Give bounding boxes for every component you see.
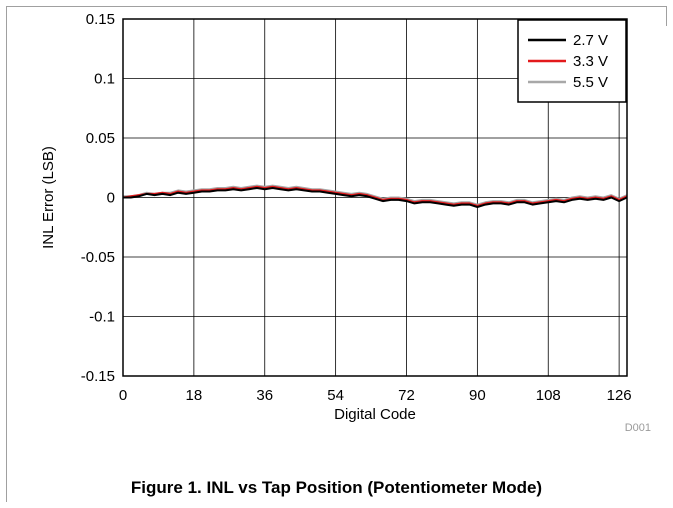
- legend-label: 5.5 V: [573, 74, 608, 91]
- figure-frame-top: [6, 6, 667, 7]
- plot-border: [122, 18, 628, 377]
- series-lines: [122, 184, 628, 208]
- y-tick-label: 0.05: [86, 130, 115, 147]
- x-tick-label: 36: [256, 387, 273, 404]
- legend-label: 3.3 V: [573, 53, 608, 70]
- y-tick-label: 0.15: [86, 11, 115, 28]
- figure-caption: Figure 1. INL vs Tap Position (Potentiom…: [130, 478, 543, 497]
- x-tick-label: 54: [327, 387, 344, 404]
- x-tick-label: 72: [398, 387, 415, 404]
- inl-chart: -0.15 -0.1 -0.05 0 0.05 0.1 0.15 0 18 36 54 72 90 10…: [40, 11, 651, 434]
- y-tick-label: -0.1: [89, 309, 115, 326]
- y-tick-label: 0: [107, 190, 115, 207]
- x-tick-label: 108: [536, 387, 561, 404]
- x-tick-label: 18: [186, 387, 203, 404]
- series-line-5-5-v: [123, 184, 628, 206]
- series-line-3-3-v: [122, 185, 628, 207]
- figure-frame-right: [666, 6, 667, 26]
- x-tick-label: 126: [607, 387, 632, 404]
- y-tick-labels: -0.15 -0.1 -0.05 0 0.05 0.1 0.15: [81, 11, 115, 385]
- legend-label: 2.7 V: [573, 32, 608, 49]
- x-tick-label: 90: [469, 387, 486, 404]
- x-tick-label: 0: [119, 387, 127, 404]
- x-tick-labels: 0 18 36 54 72 90 108 126: [119, 387, 632, 404]
- y-axis-label: INL Error (LSB): [40, 146, 57, 249]
- legend: 2.7 V 3.3 V 5.5 V: [517, 19, 627, 103]
- y-tick-label: 0.1: [94, 71, 115, 88]
- series-line-2-7-v: [123, 187, 628, 208]
- figure-frame-left: [6, 6, 7, 502]
- y-tick-label: -0.15: [81, 368, 115, 385]
- x-axis-label: Digital Code: [334, 406, 416, 423]
- y-tick-label: -0.05: [81, 249, 115, 266]
- figure-id-watermark: D001: [625, 422, 651, 434]
